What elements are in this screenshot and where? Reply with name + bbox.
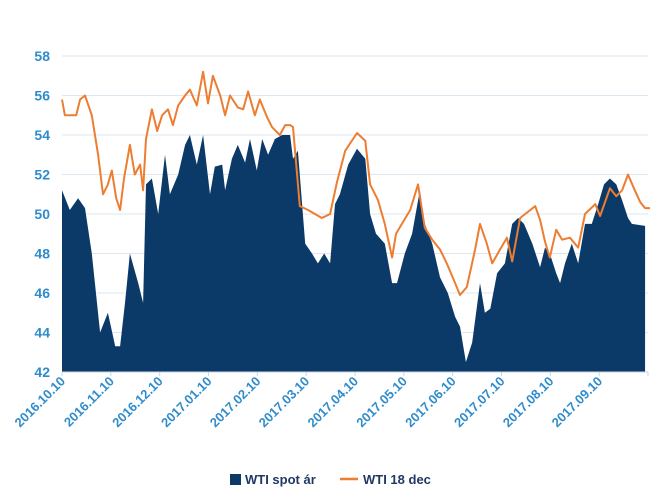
y-tick-label: 44 bbox=[34, 325, 50, 341]
x-tick-label: 2016.10.10 bbox=[11, 374, 68, 431]
legend-label-dec: WTI 18 dec bbox=[363, 472, 431, 487]
y-tick-label: 52 bbox=[34, 167, 50, 183]
x-tick-label: 2017.02.10 bbox=[207, 374, 264, 431]
x-tick-label: 2017.01.10 bbox=[158, 374, 215, 431]
y-tick-label: 50 bbox=[34, 206, 50, 222]
x-tick-label: 2017.07.10 bbox=[451, 374, 508, 431]
y-tick-label: 54 bbox=[34, 127, 50, 143]
y-axis-ticks: 42 44 46 48 50 52 54 56 58 bbox=[34, 48, 50, 380]
x-axis-ticks: 2016.10.102016.11.102016.12.102017.01.10… bbox=[11, 372, 649, 431]
y-tick-label: 46 bbox=[34, 285, 50, 301]
x-tick-label: 2017.06.10 bbox=[402, 374, 459, 431]
y-tick-label: 42 bbox=[34, 364, 50, 380]
x-tick-label: 2016.11.10 bbox=[61, 374, 117, 430]
x-tick-label: 2017.04.10 bbox=[304, 374, 361, 431]
series-layer bbox=[61, 70, 650, 372]
y-tick-label: 56 bbox=[34, 88, 50, 104]
x-tick-label: 2016.12.10 bbox=[109, 374, 166, 431]
legend-swatch-spot bbox=[230, 474, 241, 485]
series-area-wti-spot bbox=[62, 135, 646, 372]
x-tick-label: 2017.03.10 bbox=[256, 374, 313, 431]
legend: WTI spot ár WTI 18 dec bbox=[230, 472, 431, 487]
y-tick-label: 48 bbox=[34, 246, 50, 262]
legend-label-spot: WTI spot ár bbox=[245, 472, 316, 487]
x-tick-label: 2017.08.10 bbox=[500, 374, 557, 431]
x-tick-label: 2017.09.10 bbox=[549, 374, 606, 431]
y-tick-label: 58 bbox=[34, 48, 50, 64]
x-tick-label: 2017.05.10 bbox=[353, 374, 410, 431]
series-line-wti-18-dec bbox=[61, 70, 650, 296]
